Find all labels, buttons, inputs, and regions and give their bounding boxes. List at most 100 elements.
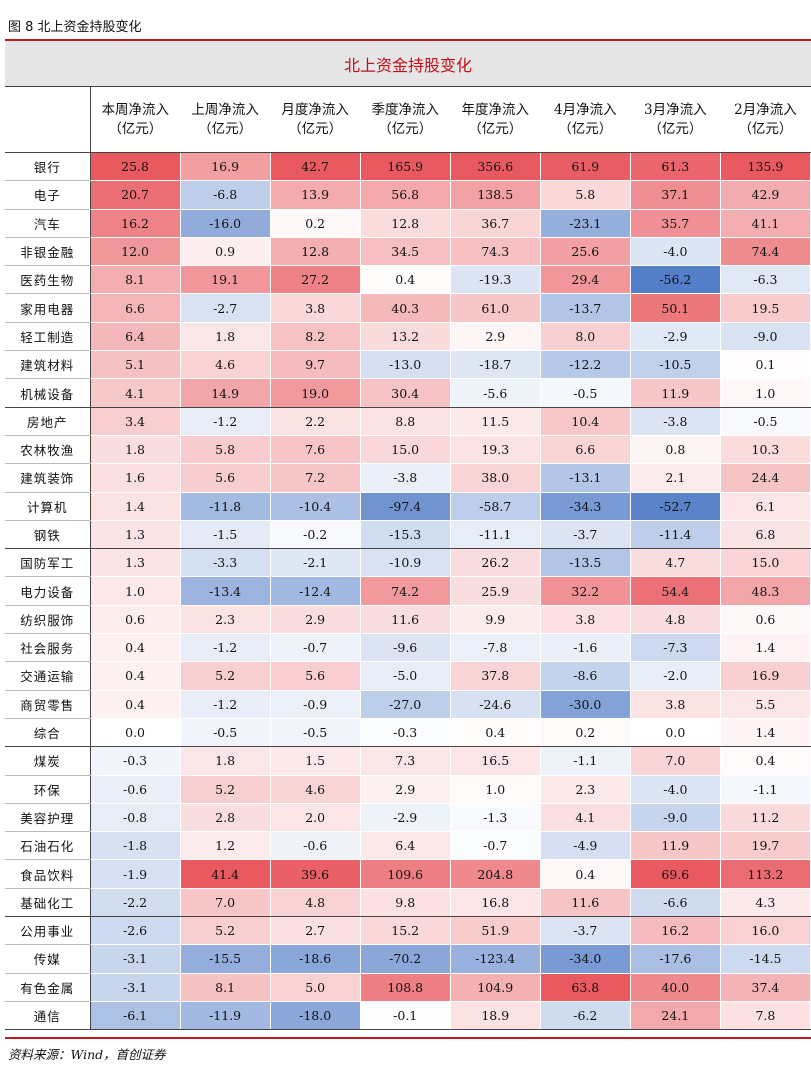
industry-name: 房地产 xyxy=(5,407,91,436)
flow-value-cell: 9.8 xyxy=(360,888,451,918)
flow-value-cell: -0.5 xyxy=(720,407,811,436)
flow-value-cell: 29.4 xyxy=(540,265,631,295)
flow-value-cell: -3.1 xyxy=(90,973,181,1002)
industry-name: 农林牧渔 xyxy=(5,435,91,465)
flow-value-cell: 34.5 xyxy=(360,237,451,267)
flow-value-cell: -9.0 xyxy=(720,322,811,352)
flow-value-cell: 56.8 xyxy=(360,180,451,210)
flow-value-cell: 35.7 xyxy=(630,209,721,238)
flow-value-cell: 7.0 xyxy=(180,888,271,918)
table-row: 交通运输 0.4 5.2 5.6 -5.0 37.8 -8.6 -2.0 16.9 xyxy=(5,661,811,691)
flow-value-cell: 40.3 xyxy=(360,293,451,323)
flow-value-cell: 5.0 xyxy=(270,973,361,1002)
table-row: 食品饮料 -1.9 41.4 39.6 109.6 204.8 0.4 69.6 113.2 xyxy=(5,859,811,889)
flow-value-cell: -6.2 xyxy=(540,1001,631,1031)
flow-value-cell: 74.4 xyxy=(720,237,811,267)
industry-name: 公用事业 xyxy=(5,916,91,946)
flow-value-cell: 13.2 xyxy=(360,322,451,352)
flow-value-cell: 135.9 xyxy=(720,152,811,182)
flow-value-cell: -12.2 xyxy=(540,350,631,380)
column-header-unit: （亿元） xyxy=(468,120,523,137)
flow-value-cell: -15.3 xyxy=(360,520,451,550)
industry-name: 计算机 xyxy=(5,492,91,521)
corner-cell xyxy=(5,87,91,153)
table-body: 银行 25.8 16.9 42.7 165.9 356.6 61.9 61.3 135.9 电子 2… xyxy=(5,152,811,1031)
table-row: 综合 0.0 -0.5 -0.5 -0.3 0.4 0.2 0.0 1.4 xyxy=(5,718,811,748)
flow-value-cell: 16.9 xyxy=(720,661,811,691)
flow-value-cell: 5.2 xyxy=(180,916,271,946)
flow-value-cell: -1.9 xyxy=(90,859,181,889)
flow-value-cell: -3.1 xyxy=(90,944,181,974)
industry-name: 建筑装饰 xyxy=(5,463,91,493)
flow-value-cell: 14.9 xyxy=(180,378,271,408)
northbound-flow-table: 本周净流入 （亿元） 上周净流入 （亿元） 月度净流入 （亿元） 季度净流入 （亿元） 年度净流… xyxy=(5,87,811,1031)
flow-value-cell: 8.2 xyxy=(270,322,361,352)
flow-value-cell: -18.0 xyxy=(270,1001,361,1031)
flow-value-cell: -0.6 xyxy=(270,831,361,861)
table-row: 银行 25.8 16.9 42.7 165.9 356.6 61.9 61.3 135.9 xyxy=(5,152,811,182)
flow-value-cell: -13.7 xyxy=(540,293,631,323)
flow-value-cell: -0.5 xyxy=(180,718,271,748)
flow-value-cell: -11.1 xyxy=(450,520,541,550)
flow-value-cell: -6.8 xyxy=(180,180,271,210)
flow-value-cell: -3.8 xyxy=(630,407,721,436)
flow-value-cell: 4.8 xyxy=(270,888,361,918)
industry-name: 家用电器 xyxy=(5,293,91,323)
flow-value-cell: 1.8 xyxy=(180,322,271,352)
flow-value-cell: -2.7 xyxy=(180,293,271,323)
flow-value-cell: -9.6 xyxy=(360,633,451,663)
column-header-label: 2月净流入 xyxy=(734,101,797,118)
flow-value-cell: 1.0 xyxy=(720,378,811,408)
industry-name: 有色金属 xyxy=(5,973,91,1002)
industry-name: 电力设备 xyxy=(5,576,91,606)
table-row: 机械设备 4.1 14.9 19.0 30.4 -5.6 -0.5 11.9 1.0 xyxy=(5,378,811,408)
flow-value-cell: -34.3 xyxy=(540,492,631,521)
flow-value-cell: 2.9 xyxy=(450,322,541,352)
column-header-label: 季度净流入 xyxy=(371,101,439,118)
flow-value-cell: -18.6 xyxy=(270,944,361,974)
table-row: 房地产 3.4 -1.2 2.2 8.8 11.5 10.4 -3.8 -0.5 xyxy=(5,407,811,436)
flow-value-cell: -123.4 xyxy=(450,944,541,974)
flow-value-cell: 39.6 xyxy=(270,859,361,889)
flow-value-cell: 4.6 xyxy=(270,775,361,804)
flow-value-cell: -9.0 xyxy=(630,803,721,833)
table-row: 医药生物 8.1 19.1 27.2 0.4 -19.3 29.4 -56.2 -6.3 xyxy=(5,265,811,295)
flow-value-cell: 32.2 xyxy=(540,576,631,606)
flow-value-cell: 104.9 xyxy=(450,973,541,1002)
flow-value-cell: 11.5 xyxy=(450,407,541,436)
flow-value-cell: -23.1 xyxy=(540,209,631,238)
flow-value-cell: 8.1 xyxy=(180,973,271,1002)
flow-value-cell: -6.3 xyxy=(720,265,811,295)
table-row: 通信 -6.1 -11.9 -18.0 -0.1 18.9 -6.2 24.1 7.8 xyxy=(5,1001,811,1031)
flow-value-cell: -1.2 xyxy=(180,407,271,436)
flow-value-cell: 42.9 xyxy=(720,180,811,210)
industry-name: 环保 xyxy=(5,775,91,804)
industry-name: 石油石化 xyxy=(5,831,91,861)
flow-value-cell: -2.0 xyxy=(630,661,721,691)
flow-value-cell: 5.2 xyxy=(180,661,271,691)
flow-value-cell: 5.8 xyxy=(540,180,631,210)
table-row: 美容护理 -0.8 2.8 2.0 -2.9 -1.3 4.1 -9.0 11.2 xyxy=(5,803,811,833)
column-header-label: 本周净流入 xyxy=(101,101,170,118)
column-header: 上周净流入 （亿元） xyxy=(180,87,271,153)
industry-name: 综合 xyxy=(5,718,91,748)
flow-value-cell: 4.1 xyxy=(90,378,181,408)
flow-value-cell: 50.1 xyxy=(630,293,721,323)
flow-value-cell: -15.5 xyxy=(180,944,271,974)
top-rule xyxy=(5,39,811,41)
flow-value-cell: 0.4 xyxy=(540,859,631,889)
column-header-label: 3月净流入 xyxy=(644,101,707,118)
flow-value-cell: -2.9 xyxy=(630,322,721,352)
flow-value-cell: 4.3 xyxy=(720,888,811,918)
table-row: 计算机 1.4 -11.8 -10.4 -97.4 -58.7 -34.3 -52.7 6.1 xyxy=(5,492,811,521)
flow-value-cell: 165.9 xyxy=(360,152,451,182)
flow-value-cell: -1.1 xyxy=(540,746,631,776)
flow-value-cell: -13.5 xyxy=(540,548,631,578)
flow-value-cell: 6.1 xyxy=(720,492,811,521)
column-header: 月度净流入 （亿元） xyxy=(270,87,361,153)
table-row: 公用事业 -2.6 5.2 2.7 15.2 51.9 -3.7 16.2 16.0 xyxy=(5,916,811,946)
column-header-unit: （亿元） xyxy=(108,120,163,137)
flow-value-cell: 11.6 xyxy=(360,605,451,635)
flow-value-cell: -12.4 xyxy=(270,576,361,606)
flow-value-cell: 1.3 xyxy=(90,520,181,550)
